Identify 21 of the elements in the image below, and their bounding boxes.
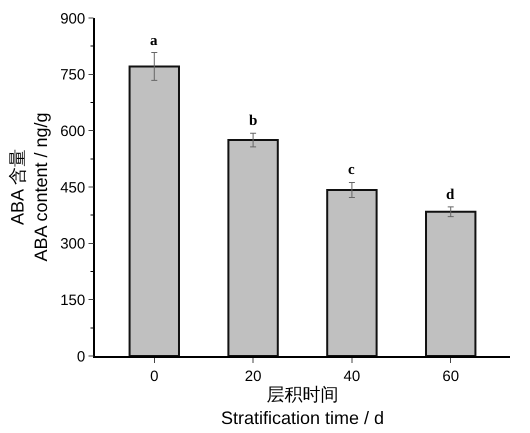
y-tick-label: 600 (60, 122, 86, 140)
annotation: d (446, 187, 455, 203)
annotation: c (348, 162, 355, 178)
bar (326, 189, 378, 356)
x-tick-label: 60 (442, 368, 460, 385)
y-tick-label: 0 (76, 348, 86, 366)
y-tick-label: 750 (60, 66, 86, 84)
x-axis-title: 层积时间 Stratification time / d (220, 384, 384, 428)
y-tick-label: 300 (60, 236, 86, 253)
x-tick-label: 0 (150, 368, 158, 385)
bar (128, 65, 180, 356)
y-tick-label: 450 (60, 179, 86, 196)
x-tick-label: 20 (244, 368, 262, 385)
annotation: b (249, 113, 258, 129)
annotation: a (150, 33, 158, 49)
bar (425, 210, 476, 356)
y-tick-label: 900 (60, 10, 86, 28)
x-tick-label: 40 (344, 368, 360, 385)
y-tick-label: 150 (60, 292, 86, 309)
y-axis-title: ABA 含量 ABA content / ng/g (8, 112, 51, 262)
bar (227, 139, 279, 356)
